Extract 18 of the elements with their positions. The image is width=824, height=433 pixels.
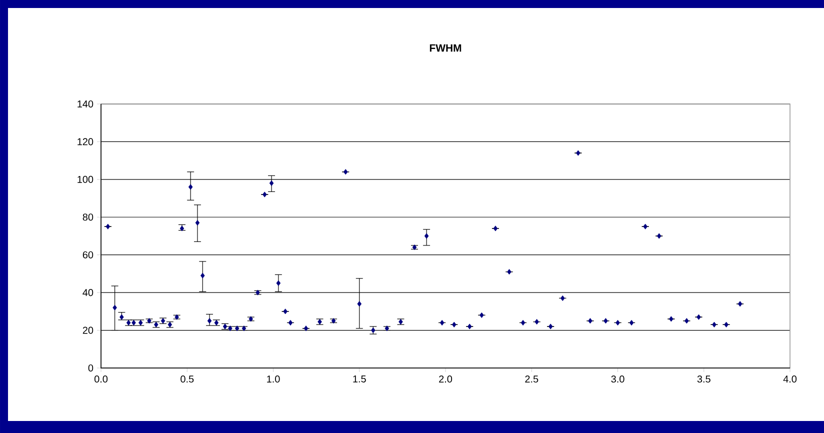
x-tick-label: 1.5 — [353, 376, 366, 382]
y-tick-label: 20 — [82, 326, 94, 334]
chart-title: FWHM — [430, 44, 462, 52]
y-tick-label: 40 — [82, 289, 94, 296]
y-tick-label: 80 — [82, 214, 94, 221]
x-tick-label: 2.5 — [525, 376, 538, 383]
x-tick-label: 2.0 — [439, 376, 452, 383]
y-tick-label: 0 — [88, 364, 94, 372]
y-tick-label: 60 — [82, 251, 94, 258]
x-tick-label: 0.5 — [180, 376, 194, 383]
x-tick-label: 3.0 — [611, 376, 624, 383]
x-tick-label: 3.5 — [697, 376, 710, 383]
x-tick-label: 4.0 — [783, 376, 797, 383]
y-tick-label: 120 — [78, 138, 94, 146]
y-tick-label: 140 — [78, 100, 94, 108]
x-tick-label: 0.0 — [94, 376, 108, 383]
y-tick-label: 100 — [78, 176, 94, 183]
x-tick-label: 1.0 — [267, 376, 280, 383]
